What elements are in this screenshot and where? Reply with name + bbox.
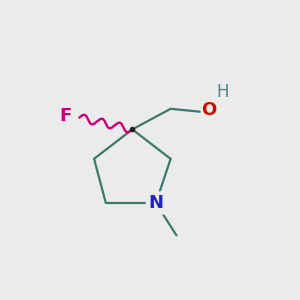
Text: O: O	[202, 101, 217, 119]
Text: H: H	[216, 83, 229, 101]
Text: F: F	[60, 107, 72, 125]
Text: N: N	[148, 194, 164, 212]
